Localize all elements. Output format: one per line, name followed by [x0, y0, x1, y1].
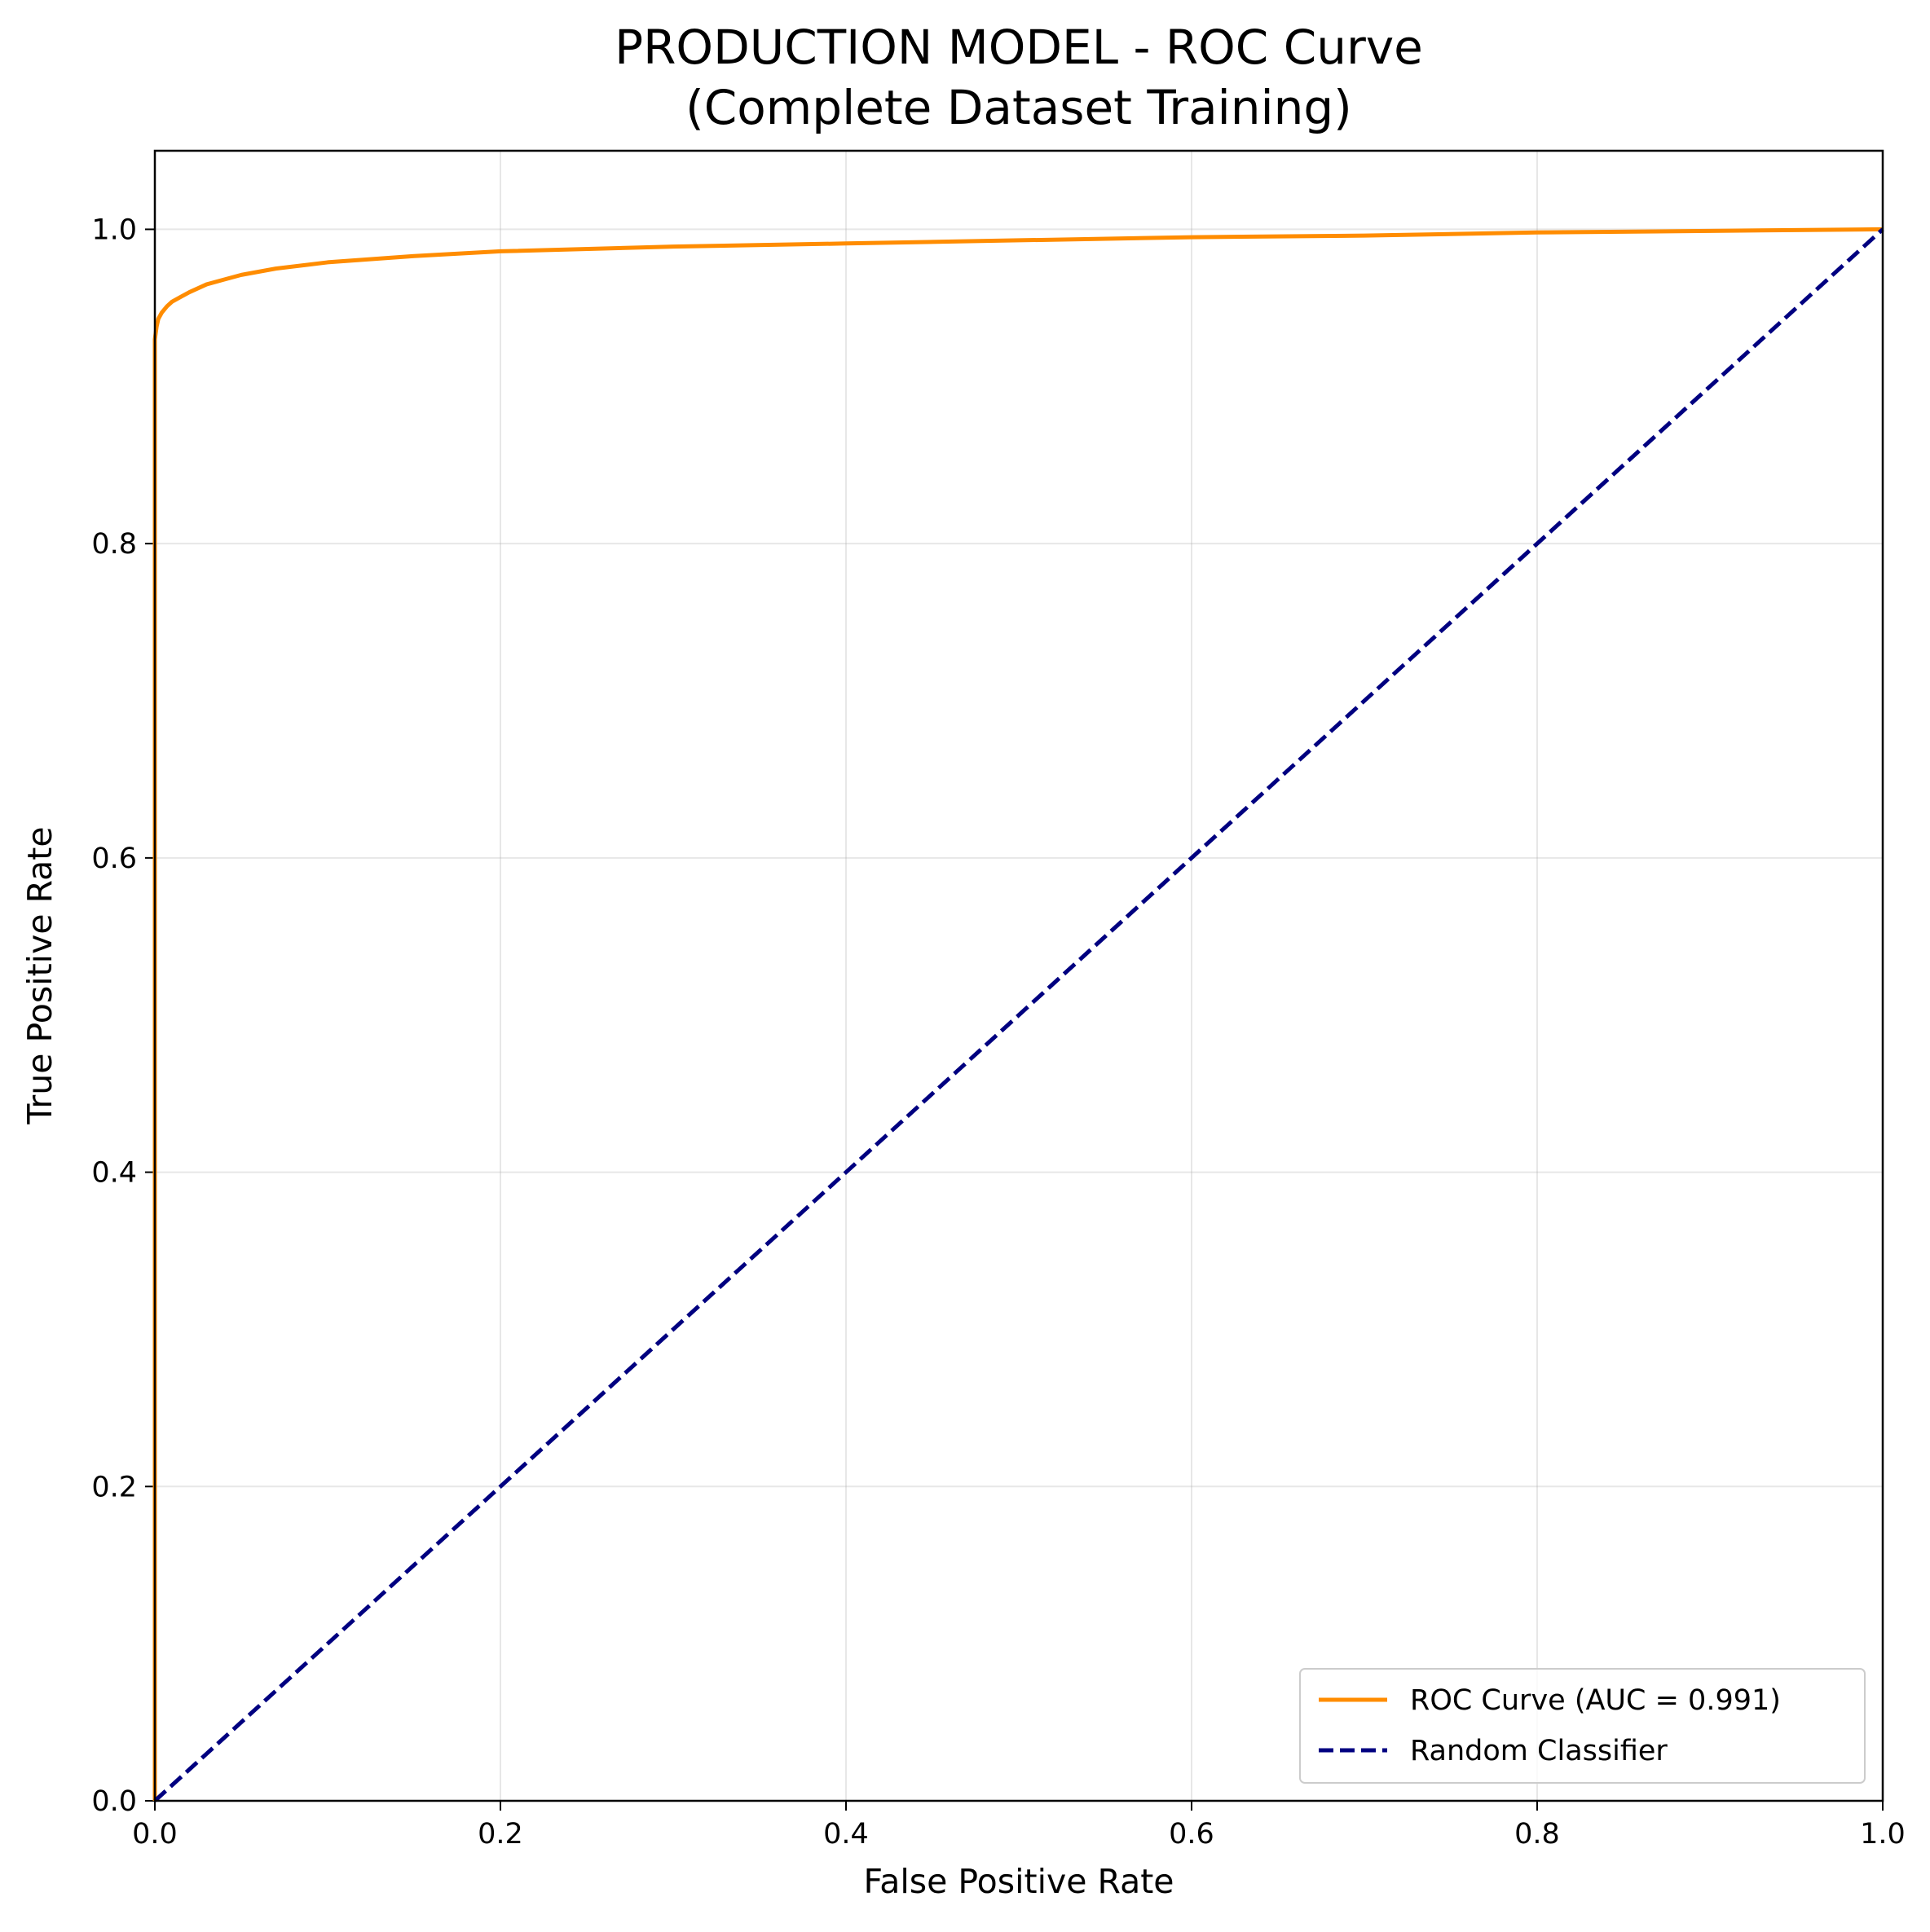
legend-label-roc: ROC Curve (AUC = 0.991) [1410, 1684, 1781, 1717]
chart-title-line-1: PRODUCTION MODEL - ROC Curve [615, 20, 1423, 75]
random-classifier-line [153, 227, 1884, 1802]
x-tick-label: 0.0 [132, 1818, 178, 1851]
legend: ROC Curve (AUC = 0.991) Random Classifie… [1299, 1668, 1866, 1784]
legend-label-random: Random Classifier [1410, 1735, 1668, 1767]
x-tick-label: 0.4 [823, 1818, 869, 1851]
x-tick-label: 0.2 [478, 1818, 523, 1851]
y-tick-label: 0.2 [91, 1471, 137, 1503]
y-tick-label: 0.6 [91, 843, 137, 875]
series-lines [152, 227, 1884, 1802]
y-tick-label: 0.4 [91, 1157, 137, 1190]
legend-box [1299, 1668, 1866, 1784]
x-tick-label: 0.6 [1169, 1818, 1214, 1851]
y-axis-label: True Positive Rate [20, 826, 59, 1124]
y-tick-label: 1.0 [91, 213, 137, 246]
chart-title-line-2: (Complete Dataset Training) [685, 80, 1352, 135]
y-tick-label: 0.0 [91, 1785, 137, 1818]
x-axis-label: False Positive Rate [863, 1862, 1174, 1901]
axis-ticks: 0.0 0.2 0.4 0.6 0.8 1.0 0.0 0.2 0.4 0.6 0.8 1.0 [91, 213, 1906, 1851]
x-tick-label: 0.8 [1514, 1818, 1560, 1851]
y-tick-label: 0.8 [91, 528, 137, 561]
plot-area-frame [153, 149, 1884, 1802]
x-tick-label: 1.0 [1860, 1818, 1906, 1851]
grid-lines [154, 151, 1884, 1802]
roc-curve-line [152, 227, 1884, 1801]
